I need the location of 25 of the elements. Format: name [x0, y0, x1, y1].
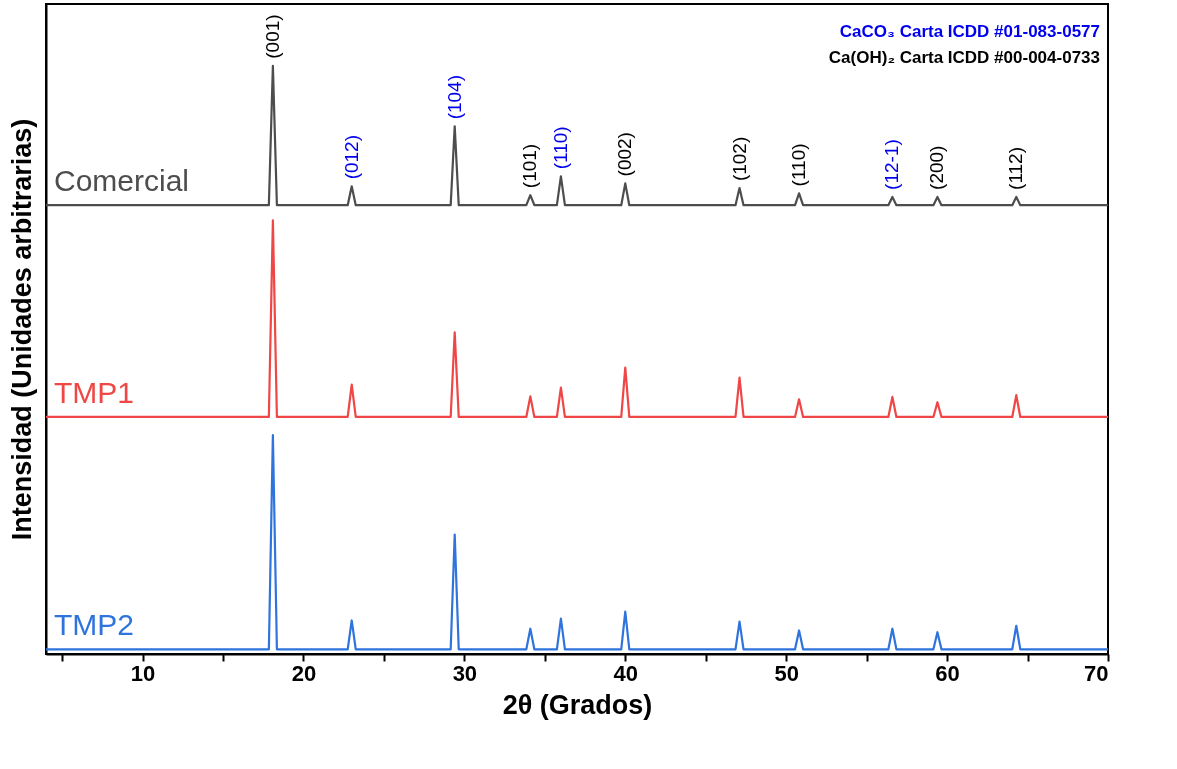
- x-tick-label: 10: [130, 660, 156, 686]
- annotation: (104): [443, 74, 465, 120]
- annotation: (12-1): [881, 139, 903, 190]
- text: CaCO₃ Carta ICDD #01-083-0577: [839, 22, 1100, 41]
- x-tick-label: 60: [935, 660, 960, 686]
- annotation: (001): [261, 14, 283, 59]
- x-tick-label: 20: [291, 660, 317, 686]
- x-tick-label: 70: [1084, 660, 1109, 686]
- x-axis-title: 2θ (Grados): [502, 689, 653, 720]
- annotation: (002): [614, 132, 636, 177]
- annotation: (110): [549, 126, 571, 170]
- annotation: (112): [1005, 146, 1027, 190]
- x-tick-label: 50: [774, 660, 799, 686]
- series-label: TMP1: [54, 375, 135, 409]
- series-label: Comercial: [54, 164, 190, 198]
- y-axis-title: Intensidad (Unidades arbitrarias): [6, 118, 37, 541]
- series-label: TMP2: [54, 608, 135, 642]
- annotation: (200): [926, 145, 948, 190]
- x-tick-label: 30: [452, 660, 478, 686]
- annotation: (012): [340, 134, 362, 180]
- x-tick-label: 40: [613, 660, 639, 686]
- annotation: (101): [519, 143, 541, 189]
- annotation: Ca(OH)₂ Carta ICDD #00-004-0733: [828, 48, 1100, 67]
- annotation: (102): [728, 136, 750, 182]
- annotation: (110): [788, 143, 810, 187]
